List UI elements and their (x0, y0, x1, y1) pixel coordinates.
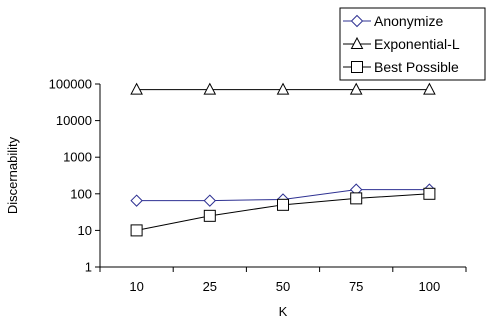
legend-label-best-possible: Best Possible (374, 59, 459, 75)
y-tick-label: 1000 (63, 150, 92, 165)
legend-item-best-possible: Best Possible (343, 59, 459, 75)
legend-marker-exponential-l (350, 36, 364, 49)
data-point-best-possible (203, 209, 216, 222)
y-axis-ticks: 1 10 100 1000 10000 100000 (49, 77, 100, 275)
x-tick-label: 50 (276, 279, 290, 294)
data-point-exponential-l (276, 82, 290, 95)
data-point-anonymize (130, 194, 143, 207)
x-tick-label: 100 (419, 279, 441, 294)
series-layer (130, 82, 436, 237)
x-axis-title: K (279, 304, 288, 319)
data-point-exponential-l (203, 82, 217, 95)
data-point-best-possible (130, 224, 143, 237)
series-best-possible (130, 187, 436, 237)
legend-label-exponential-l: Exponential-L (374, 36, 460, 52)
legend-item-exponential-l: Exponential-L (343, 36, 460, 52)
data-point-best-possible (423, 187, 436, 200)
legend: Anonymize Exponential-L Best Possible (339, 7, 486, 81)
legend-marker-best-possible (351, 61, 363, 73)
y-tick-label: 100000 (49, 77, 92, 92)
data-point-exponential-l (423, 82, 436, 95)
data-point-anonymize (203, 194, 217, 207)
y-tick-label: 1 (85, 260, 92, 275)
x-tick-label: 75 (349, 279, 363, 294)
y-tick-label: 10 (78, 223, 92, 238)
legend-item-anonymize: Anonymize (343, 13, 443, 29)
y-tick-label: 10000 (56, 113, 92, 128)
data-point-exponential-l (349, 82, 363, 95)
series-exponential-l (130, 82, 436, 95)
plot-area: 1 10 100 1000 10000 100000 10 25 50 75 100 (49, 77, 467, 294)
x-axis-ticks: 10 25 50 75 100 (99, 267, 467, 294)
data-point-exponential-l (130, 82, 143, 95)
legend-label-anonymize: Anonymize (374, 13, 443, 29)
y-axis-title: Discernability (5, 136, 20, 214)
data-point-best-possible (350, 192, 363, 205)
legend-marker-anonymize (350, 14, 364, 28)
x-tick-label: 10 (129, 279, 143, 294)
y-tick-label: 100 (70, 186, 92, 201)
x-tick-label: 25 (203, 279, 217, 294)
data-point-best-possible (277, 198, 289, 211)
